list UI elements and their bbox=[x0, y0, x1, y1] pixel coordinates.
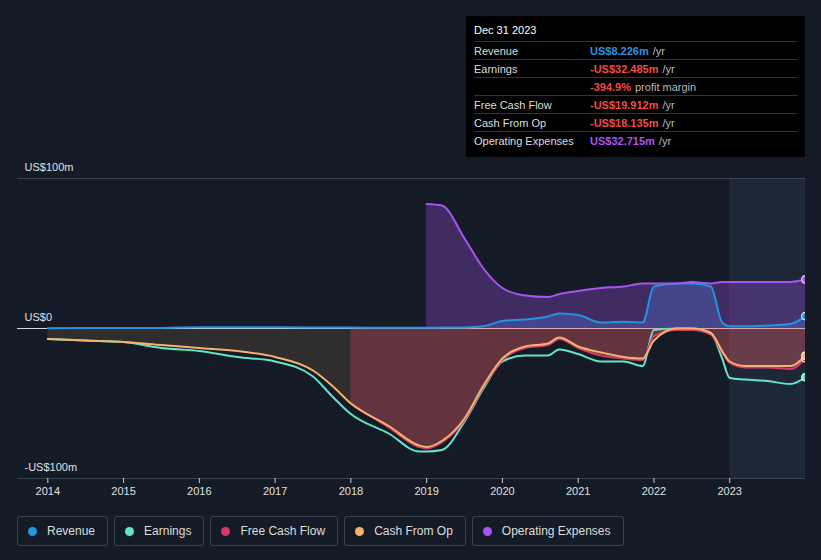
svg-text:2023: 2023 bbox=[717, 485, 741, 497]
svg-text:US$0: US$0 bbox=[25, 311, 53, 323]
svg-text:2017: 2017 bbox=[263, 485, 287, 497]
html-text:-394.9% profit margin: -394.9% profit margin bbox=[590, 81, 697, 93]
svg-text:2021: 2021 bbox=[566, 485, 590, 497]
svg-text:2019: 2019 bbox=[414, 485, 438, 497]
svg-text:2015: 2015 bbox=[111, 485, 135, 497]
svg-text:2014: 2014 bbox=[36, 485, 60, 497]
svg-text:2020: 2020 bbox=[490, 485, 514, 497]
html-text:Free Cash Flow: Free Cash Flow bbox=[240, 524, 326, 538]
html-text:Cash From Op: Cash From Op bbox=[374, 524, 453, 538]
html-text:Earnings: Earnings bbox=[474, 63, 518, 75]
html-text:-US$32.485m /yr: -US$32.485m /yr bbox=[590, 63, 675, 75]
html-text:Earnings: Earnings bbox=[144, 524, 192, 538]
html-text:-US$18.135m /yr: -US$18.135m /yr bbox=[590, 117, 675, 129]
html-text:US$8.226m /yr: US$8.226m /yr bbox=[590, 45, 665, 57]
svg-text:2018: 2018 bbox=[339, 485, 363, 497]
svg-text:-US$100m: -US$100m bbox=[25, 461, 78, 473]
html-text:Free Cash Flow: Free Cash Flow bbox=[474, 99, 552, 111]
html-text:-US$19.912m /yr: -US$19.912m /yr bbox=[590, 99, 675, 111]
html-text:Cash From Op: Cash From Op bbox=[474, 117, 547, 129]
svg-text:US$100m: US$100m bbox=[25, 161, 74, 173]
html-text:Revenue: Revenue bbox=[474, 45, 518, 57]
html-text:Operating Expenses: Operating Expenses bbox=[501, 524, 611, 538]
svg-text:2016: 2016 bbox=[187, 485, 211, 497]
html-text:Revenue: Revenue bbox=[47, 524, 95, 538]
svg-text:2022: 2022 bbox=[642, 485, 666, 497]
html-text:US$32.715m /yr: US$32.715m /yr bbox=[590, 135, 672, 147]
html-text:Dec 31 2023: Dec 31 2023 bbox=[474, 24, 537, 36]
html-text:Operating Expenses: Operating Expenses bbox=[474, 135, 574, 147]
